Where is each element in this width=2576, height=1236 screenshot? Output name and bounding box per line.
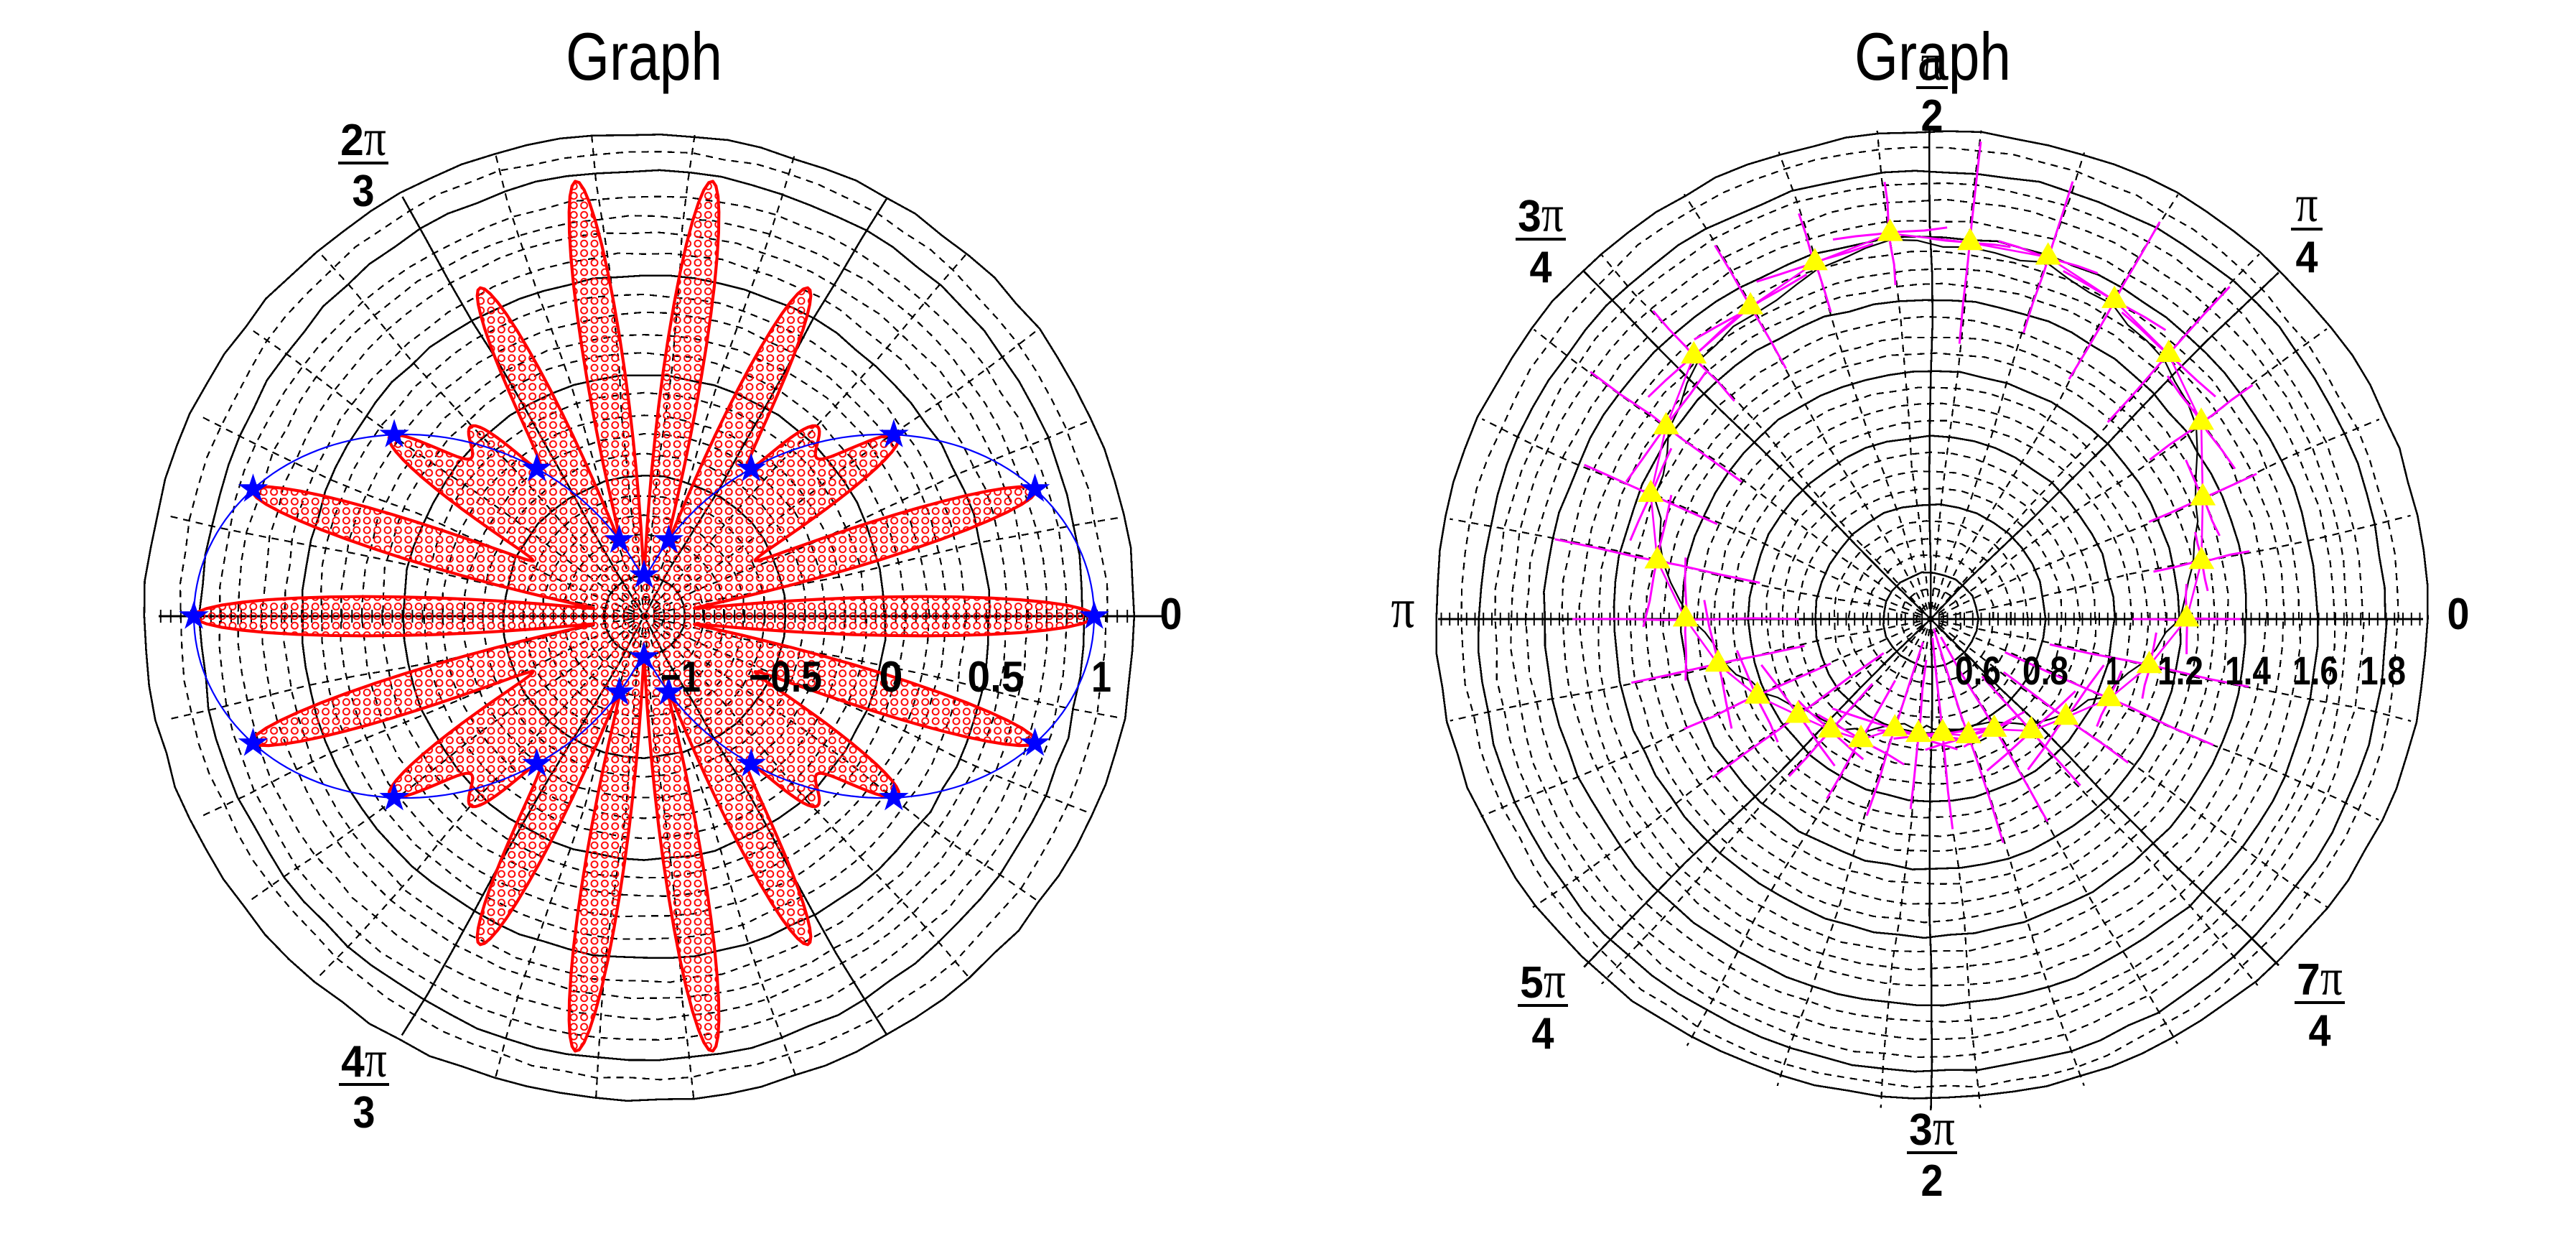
svg-text:4: 4: [2309, 1006, 2331, 1056]
svg-text:4: 4: [1530, 243, 1552, 292]
svg-text:0: 0: [2447, 590, 2470, 639]
svg-text:1: 1: [2106, 648, 2120, 693]
svg-text:0.8: 0.8: [2022, 648, 2068, 693]
svg-text:1: 1: [1091, 653, 1111, 701]
svg-text:1.6: 1.6: [2292, 648, 2338, 693]
svg-text:4: 4: [1532, 1009, 1554, 1059]
svg-text:2π: 2π: [340, 109, 386, 167]
svg-text:π: π: [1391, 577, 1415, 639]
svg-text:0: 0: [879, 653, 903, 701]
svg-text:π: π: [2296, 175, 2318, 233]
svg-text:0.5: 0.5: [968, 653, 1025, 701]
svg-text:1.2: 1.2: [2157, 648, 2203, 693]
svg-text:2: 2: [1921, 91, 1943, 141]
svg-text:−1: −1: [661, 653, 701, 701]
svg-text:−0.5: −0.5: [749, 653, 822, 701]
svg-text:5π: 5π: [1520, 952, 1566, 1009]
svg-text:0.6: 0.6: [1955, 648, 2001, 693]
svg-text:2: 2: [1921, 1156, 1943, 1206]
svg-text:1.4: 1.4: [2225, 648, 2271, 693]
svg-text:4π: 4π: [341, 1031, 387, 1088]
svg-text:3π: 3π: [1518, 185, 1564, 243]
svg-text:3π: 3π: [1909, 1099, 1955, 1156]
svg-text:0: 0: [1160, 590, 1182, 639]
svg-text:3: 3: [353, 1088, 375, 1138]
svg-text:π: π: [1921, 34, 1943, 91]
svg-text:4: 4: [2296, 233, 2318, 282]
svg-text:1.8: 1.8: [2360, 648, 2406, 693]
svg-text:7π: 7π: [2297, 949, 2343, 1006]
svg-text:3: 3: [353, 167, 375, 216]
svg-text:Graph: Graph: [1854, 19, 2011, 94]
svg-text:Graph: Graph: [566, 19, 722, 94]
